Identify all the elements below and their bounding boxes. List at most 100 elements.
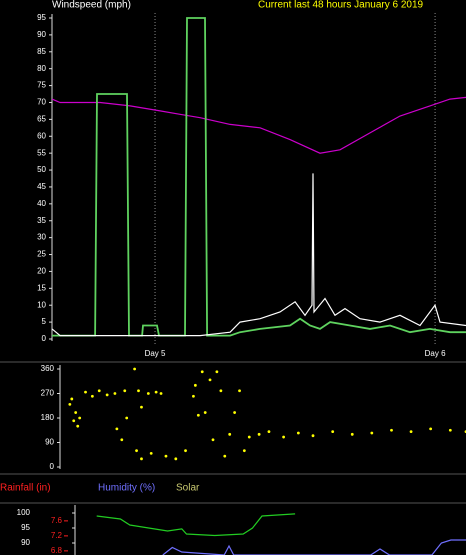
scatter-point: [192, 394, 195, 398]
y-tick-label: 90: [21, 538, 30, 547]
series-line: [52, 96, 466, 154]
scatter-point: [140, 457, 143, 461]
y-tick-label: 95: [21, 523, 30, 532]
scatter-point: [219, 389, 223, 393]
scatter-point: [70, 397, 74, 401]
x-tick-label: Day 6: [425, 349, 446, 358]
y-tick-label: 270: [41, 389, 55, 398]
scatter-point: [247, 435, 251, 439]
scatter-point: [140, 405, 143, 409]
scatter-point: [448, 428, 452, 432]
y-tick-label: 15: [37, 283, 46, 292]
scatter-point: [296, 431, 300, 435]
scatter-point: [146, 392, 150, 395]
scatter-point: [113, 392, 117, 395]
scatter-point: [223, 454, 227, 458]
plot-area: [96, 513, 466, 555]
scatter-point: [137, 389, 140, 393]
scatter-point: [429, 427, 433, 431]
series-line: [52, 173, 466, 337]
y-tick-label: 360: [41, 364, 55, 373]
scatter-point: [159, 392, 163, 395]
scatter-point: [200, 370, 204, 374]
scatter-point: [331, 430, 335, 434]
scatter-point: [215, 370, 219, 374]
scatter-point: [135, 449, 138, 453]
y2-tick-label: 7.2: [51, 531, 63, 540]
y-tick-label: 30: [37, 233, 46, 242]
y-tick-label: 10: [37, 300, 46, 309]
scatter-point: [120, 438, 124, 442]
scatter-point: [74, 411, 78, 414]
y-tick-label: 65: [37, 114, 46, 123]
y-tick-label: 90: [45, 438, 54, 447]
scatter-point: [282, 435, 285, 439]
y-tick-label: 0: [50, 462, 55, 471]
y-tick-label: 45: [37, 182, 46, 191]
chart-subtitle: Current last 48 hours January 6 2019: [258, 0, 424, 11]
scatter-point: [233, 411, 237, 414]
y-tick-label: 100: [17, 508, 31, 517]
scatter-point: [78, 416, 82, 420]
y-tick-label: 20: [37, 267, 46, 276]
y-tick-label: 60: [37, 131, 46, 140]
scatter-point: [228, 432, 232, 436]
scatter-point: [164, 454, 168, 458]
scatter-point: [409, 430, 413, 434]
y-tick-label: 35: [37, 216, 46, 225]
scatter-point: [193, 383, 197, 387]
scatter-point: [208, 378, 212, 382]
series-line: [96, 513, 296, 537]
legend-label: Humidity (%): [98, 483, 155, 494]
y-tick-label: 80: [37, 64, 46, 73]
scatter-point: [123, 389, 127, 393]
x-tick-label: Day 5: [145, 349, 166, 358]
y-tick-label: 5: [42, 317, 47, 326]
scatter-point: [76, 424, 80, 428]
scatter-point: [203, 411, 207, 414]
y-tick-label: 0: [42, 334, 47, 343]
y-tick-label: 85: [37, 47, 46, 56]
scatter-point: [115, 427, 119, 431]
chart-title: Windspeed (mph): [52, 0, 131, 11]
scatter-point: [105, 393, 109, 397]
scatter-point: [125, 416, 129, 420]
y-tick-label: 40: [37, 199, 46, 208]
scatter-point: [133, 367, 137, 371]
scatter-point: [267, 430, 271, 434]
scatter-point: [196, 413, 200, 417]
y-tick-label: 25: [37, 250, 46, 259]
scatter-point: [211, 438, 215, 442]
y-tick-label: 95: [37, 13, 46, 22]
series-line: [52, 17, 466, 337]
scatter-point: [184, 449, 187, 453]
y-tick-label: 55: [37, 148, 46, 157]
scatter-point: [257, 432, 261, 436]
scatter-point: [311, 434, 315, 438]
y-tick-label: 70: [37, 98, 46, 107]
legend-label: Solar: [176, 483, 200, 494]
series-line: [162, 539, 466, 555]
y2-tick-label: 6.8: [51, 546, 63, 555]
y2-tick-label: 7.6: [51, 516, 63, 525]
scatter-point: [174, 457, 178, 461]
scatter-point: [238, 389, 241, 393]
legend-label: Rainfall (in): [0, 483, 51, 494]
scatter-point: [390, 428, 393, 432]
scatter-point: [68, 402, 72, 406]
y-tick-label: 75: [37, 81, 46, 90]
scatter-point: [149, 451, 153, 455]
y-tick-label: 180: [41, 413, 55, 422]
scatter-point: [242, 449, 246, 453]
scatter-point: [84, 390, 87, 394]
scatter-point: [97, 389, 101, 393]
scatter-point: [370, 431, 374, 435]
scatter-point: [90, 394, 94, 398]
plot-area: [52, 17, 466, 337]
scatter-point: [350, 432, 354, 436]
plot-area: [68, 367, 466, 461]
scatter-point: [154, 390, 158, 394]
y-tick-label: 90: [37, 30, 46, 39]
